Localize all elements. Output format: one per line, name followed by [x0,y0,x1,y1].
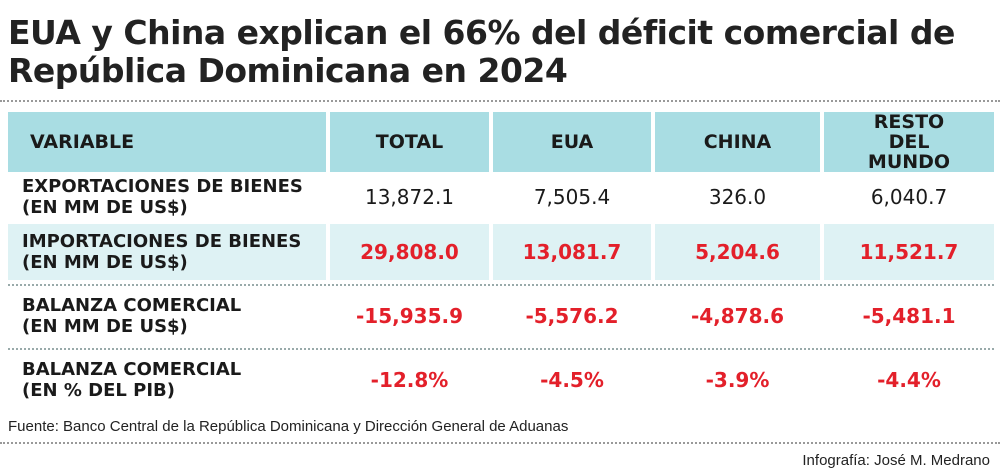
value-eua: -4.5% [540,368,604,392]
value-china: 5,204.6 [655,224,820,280]
row-label-text: BALANZA COMERCIAL (EN MM DE US$) [22,295,242,337]
row-label-text: EXPORTACIONES DE BIENES (EN MM DE US$) [22,176,303,218]
value-china: 326.0 [708,185,767,209]
value-eua: 13,081.7 [493,224,651,280]
header-china: CHINA [655,112,820,172]
value-total: 29,808.0 [330,224,489,280]
value-total: -12.8% [370,368,449,392]
header-total: TOTAL [330,112,489,172]
row-label-text: BALANZA COMERCIAL (EN % DEL PIB) [22,359,242,401]
value-china: -3.9% [705,368,770,392]
table-header-row: VARIABLE TOTAL EUA CHINA RESTO DEL MUNDO [0,112,1000,172]
value-total: 13,872.1 [364,185,455,209]
page-title: EUA y China explican el 66% del déficit … [8,13,955,90]
table-row: IMPORTACIONES DE BIENES (EN MM DE US$) 2… [0,224,1000,280]
value-china: -4,878.6 [690,304,785,328]
header-eua: EUA [493,112,651,172]
table-row: BALANZA COMERCIAL (EN % DEL PIB) -12.8% … [0,352,1000,408]
table-row: EXPORTACIONES DE BIENES (EN MM DE US$) 1… [0,172,1000,222]
table-row: BALANZA COMERCIAL (EN MM DE US$) -15,935… [0,288,1000,344]
value-eua: -5,576.2 [525,304,619,328]
value-resto: 6,040.7 [870,185,948,209]
header-resto-del-mundo: RESTO DEL MUNDO [824,112,994,172]
value-resto: 11,521.7 [824,224,994,280]
header-resto-del-mundo-label: RESTO DEL MUNDO [867,111,951,173]
value-resto: -5,481.1 [862,304,956,328]
row-divider [8,348,994,350]
source-note: Fuente: Banco Central de la República Do… [8,418,569,435]
infographic-credit: Infografía: José M. Medrano [802,452,990,469]
row-label-balanza-mm: BALANZA COMERCIAL (EN MM DE US$) [8,288,326,344]
value-eua: 7,505.4 [533,185,611,209]
row-label-exportaciones: EXPORTACIONES DE BIENES (EN MM DE US$) [8,172,326,222]
row-label-importaciones: IMPORTACIONES DE BIENES (EN MM DE US$) [8,224,326,280]
row-label-text: IMPORTACIONES DE BIENES (EN MM DE US$) [22,231,302,273]
header-variable: VARIABLE [8,112,326,172]
top-divider [0,100,1000,102]
bottom-divider [0,442,1000,444]
row-label-balanza-pib: BALANZA COMERCIAL (EN % DEL PIB) [8,352,326,408]
row-divider [8,284,994,286]
value-total: -15,935.9 [356,304,463,328]
value-resto: -4.4% [877,368,941,392]
